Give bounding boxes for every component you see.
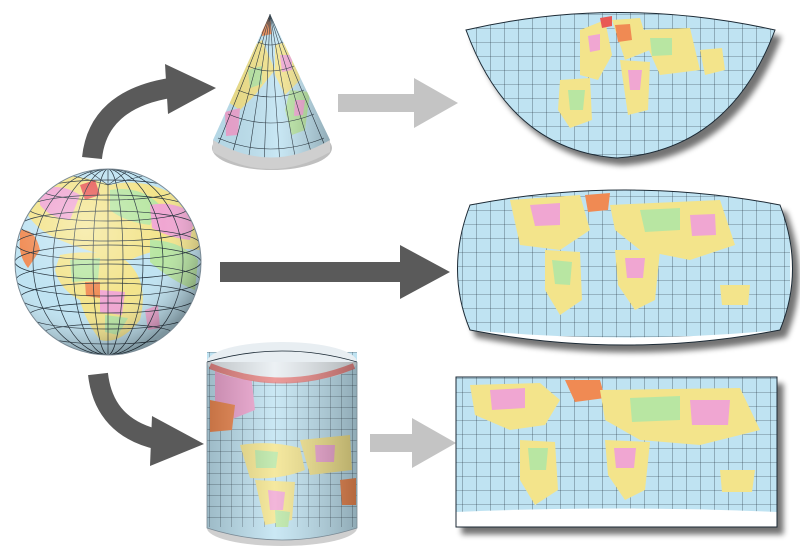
light-arrow-top-icon	[338, 78, 458, 128]
curved-arrow-down-icon	[88, 372, 204, 466]
light-arrow-bottom-icon	[370, 418, 456, 468]
cylinder-icon	[206, 342, 358, 546]
cone-icon	[212, 14, 332, 170]
globe-icon	[14, 168, 202, 356]
cylindrical-map-icon	[455, 376, 778, 528]
conic-map-icon	[465, 12, 776, 159]
curved-arrow-up-icon	[82, 64, 216, 160]
pseudocylindrical-map-icon	[457, 189, 793, 346]
straight-arrow-middle-icon	[220, 245, 450, 299]
